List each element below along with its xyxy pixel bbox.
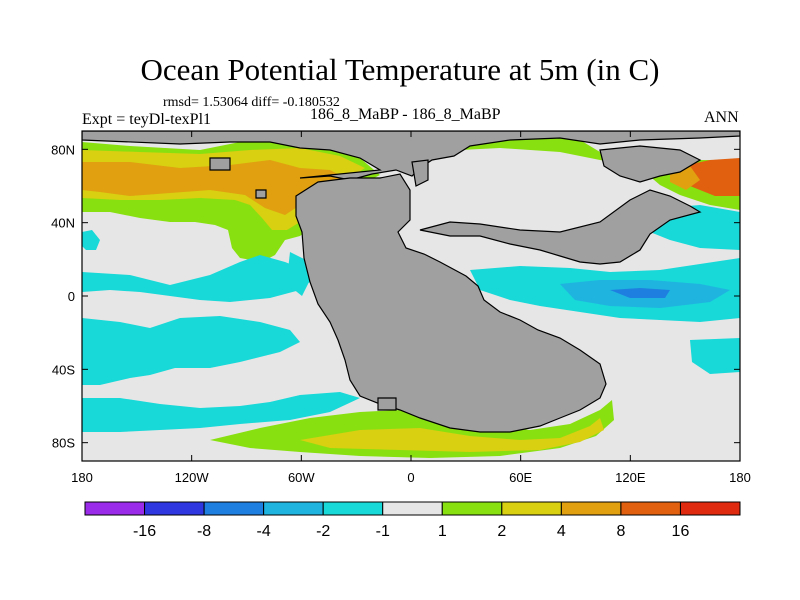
south-tethys-cool	[690, 338, 740, 374]
y-tick-label: 0	[68, 289, 75, 304]
y-tick-label: 40S	[52, 362, 75, 377]
map-field	[82, 131, 740, 461]
southern-cool-band	[82, 392, 360, 432]
colorbar-label: -2	[316, 523, 330, 540]
north-east-landmass	[599, 145, 702, 183]
colorbar-box	[620, 501, 681, 516]
island-north-pacific-2	[255, 189, 267, 199]
southern-ocean-yellow-band	[300, 418, 604, 452]
colorbar-label: 4	[557, 523, 566, 540]
colorbar-label: 8	[616, 523, 625, 540]
colorbar-label: -16	[133, 523, 156, 540]
island-south	[377, 397, 397, 411]
y-tick-label: 40N	[51, 216, 75, 231]
x-tick-label: 0	[407, 470, 414, 485]
chart-title: Ocean Potential Temperature at 5m (in C)	[140, 52, 660, 87]
equatorial-tethys-deep-core	[610, 288, 670, 298]
x-tick-label: 120E	[615, 470, 646, 485]
x-tick-label: 180	[71, 470, 93, 485]
comparison-label: 186_8_MaBP - 186_8_MaBP	[310, 106, 501, 123]
colorbar-label: 1	[438, 523, 447, 540]
east-tethys-warm	[682, 158, 740, 196]
east-pacific-cool-patch	[82, 230, 100, 250]
colorbar-box	[679, 501, 741, 516]
east-landmass	[419, 189, 702, 265]
map-axes: 180 120W 60W 0 60E 120E 180 80N 40N 0 40S 80S	[51, 130, 751, 485]
colorbar-box	[263, 501, 324, 516]
x-tick-label: 180	[729, 470, 751, 485]
colorbar-box	[203, 501, 265, 516]
colorbar-box	[501, 501, 562, 516]
main-continent	[295, 173, 607, 433]
pangaea-land	[82, 131, 740, 181]
y-tick-label: 80S	[52, 436, 75, 451]
subtropical-cool-band-north	[82, 255, 312, 302]
y-tick-label: 80N	[51, 142, 75, 157]
colorbar-box	[560, 501, 622, 516]
colorbar-label: -1	[376, 523, 390, 540]
colorbar: -16 -8 -4 -2 -1 1 2 4 8 16	[84, 501, 741, 540]
season-label: ANN	[704, 109, 739, 126]
x-tick-label: 60W	[288, 470, 315, 485]
experiment-label: Expt = teyDl-texPl1	[82, 111, 212, 128]
colorbar-box	[441, 501, 503, 516]
north-pacific-warm-band	[82, 160, 345, 215]
colorbar-box	[84, 501, 146, 516]
colorbar-box	[322, 501, 384, 516]
colorbar-box	[144, 501, 205, 516]
colorbar-label: 2	[497, 523, 506, 540]
colorbar-label: -4	[257, 523, 271, 540]
x-tick-label: 120W	[175, 470, 210, 485]
x-tick-label: 60E	[509, 470, 532, 485]
ne-pacific-lobe	[232, 222, 270, 256]
colorbar-label: 16	[672, 523, 690, 540]
colorbar-box	[382, 501, 443, 516]
colorbar-label: -8	[197, 523, 211, 540]
subtropical-cool-band-south	[82, 316, 300, 385]
island-atlantic	[411, 159, 429, 187]
rmsd-diff-stats: rmsd= 1.53064 diff= -0.180532	[163, 95, 340, 110]
island-north-pacific-1	[209, 157, 231, 171]
central-atlantic-cool	[288, 252, 310, 296]
